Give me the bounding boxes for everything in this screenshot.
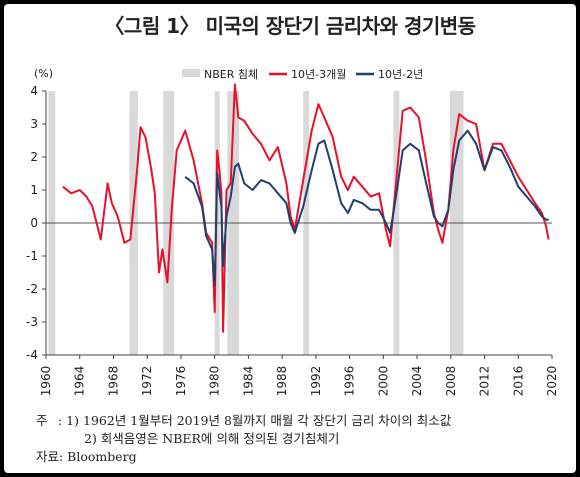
x-tick-label-1988: 1988 — [275, 366, 289, 397]
y-tick-label-3: 3 — [30, 117, 38, 131]
y-tick-label-1: 1 — [30, 183, 38, 197]
footnote-2: 2) 회색음영은 NBER에 의해 정의된 경기침체기 — [36, 430, 451, 448]
x-tick-label-1984: 1984 — [241, 366, 255, 397]
x-tick-label-2016: 2016 — [511, 366, 525, 397]
y-tick-label--4: -4 — [26, 348, 38, 362]
legend-label-0: NBER 침체 — [204, 68, 258, 81]
legend: NBER 침체 10년-3개월 10년-2년 — [182, 68, 423, 81]
footnote-line-1: : 1) 1962년 1월부터 2019년 8월까지 매월 각 장단기 금리 차… — [58, 413, 452, 428]
chart-card: 〈그림 1〉 미국의 장단기 금리차와 경기변동 (%) 4 3 2 1 0 -1 -2 -3… — [4, 4, 576, 473]
series-line-1 — [184, 129, 549, 287]
x-tick-label-1992: 1992 — [309, 366, 323, 397]
legend-swatch-0 — [182, 69, 200, 77]
y-tick-label-2: 2 — [30, 150, 38, 164]
y-tick-label-4: 4 — [30, 84, 38, 98]
y-tick-label-0: 0 — [30, 216, 38, 230]
x-tick-label-2012: 2012 — [478, 366, 492, 397]
x-tick-label-2020: 2020 — [545, 366, 559, 397]
x-tick-label-1968: 1968 — [106, 366, 120, 397]
chart-title: 〈그림 1〉 미국의 장단기 금리차와 경기변동 — [104, 14, 476, 38]
x-tick-label-1980: 1980 — [208, 366, 222, 397]
x-tick-label-1996: 1996 — [343, 366, 357, 397]
legend-label-2: 10년-2년 — [378, 68, 423, 81]
source-line: 자료: Bloomberg — [36, 449, 137, 464]
x-tick-label-1964: 1964 — [73, 366, 87, 397]
y-tick-label--3: -3 — [26, 315, 38, 329]
x-tick-label-2004: 2004 — [410, 366, 424, 397]
footnote-1: 주 : 1) 1962년 1월부터 2019년 8월까지 매월 각 장단기 금리 … — [36, 412, 451, 430]
y-tick-label--1: -1 — [26, 249, 38, 263]
x-tick-label-2000: 2000 — [376, 366, 390, 397]
series-line-0 — [62, 83, 550, 333]
y-tick-label--2: -2 — [26, 282, 38, 296]
series-lines — [62, 83, 550, 333]
x-tick-label-2008: 2008 — [444, 366, 458, 397]
footnotes: 주 : 1) 1962년 1월부터 2019년 8월까지 매월 각 장단기 금리 … — [36, 412, 451, 466]
x-tick-label-1960: 1960 — [39, 366, 53, 397]
legend-label-1: 10년-3개월 — [291, 68, 346, 81]
footnote-line-2: 2) 회색음영은 NBER에 의해 정의된 경기침체기 — [84, 431, 340, 446]
x-tick-label-1976: 1976 — [174, 366, 188, 397]
footnote-label: 주 — [36, 413, 48, 428]
x-tick-label-1972: 1972 — [140, 366, 154, 397]
y-axis-unit-label: (%) — [34, 67, 53, 80]
